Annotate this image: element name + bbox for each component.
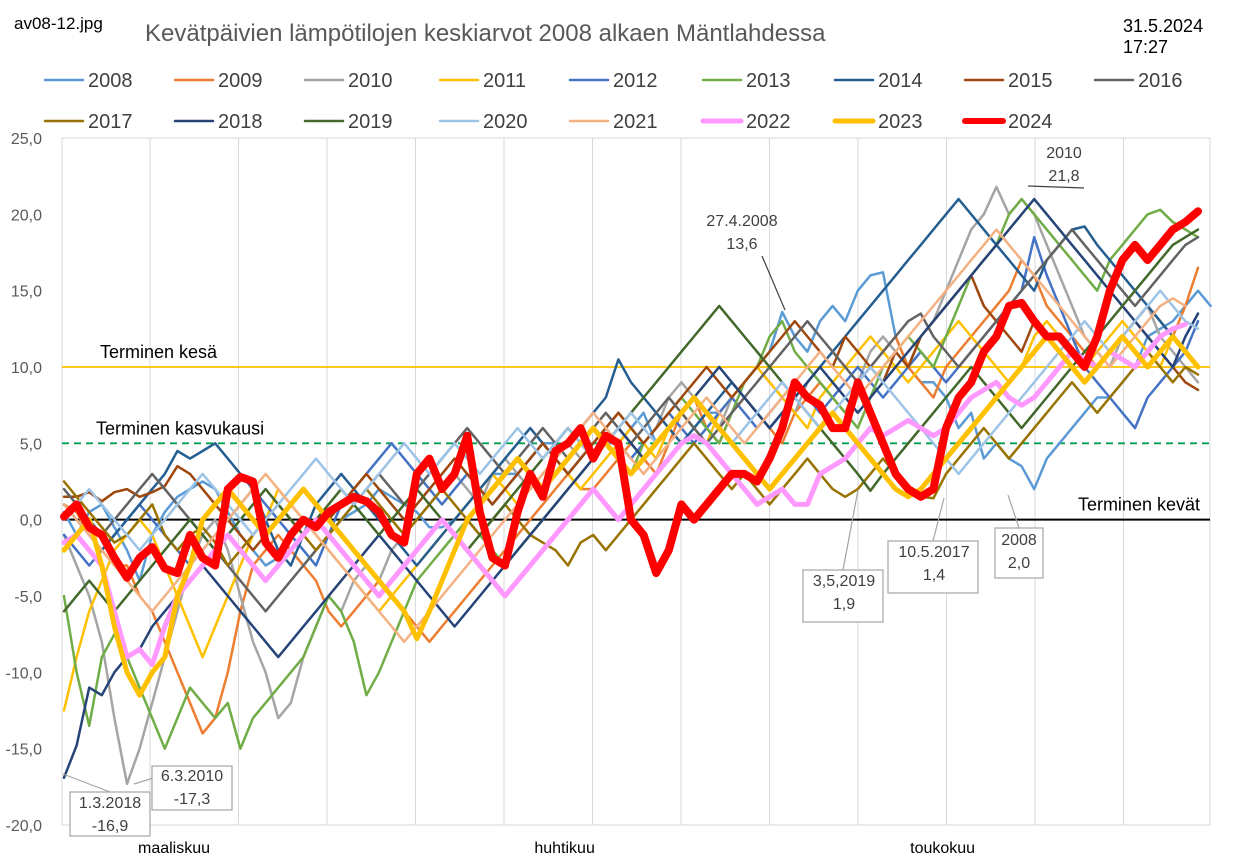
date-label: 31.5.2024 [1123,16,1204,36]
x-month-label: huhtikuu [534,840,595,857]
plot-area [61,137,1211,826]
legend-label-2012: 2012 [613,70,658,92]
chart-title: Kevätpäivien lämpötilojen keskiarvot 200… [145,20,826,47]
callout-box [802,569,884,623]
callout-leader [1007,494,1020,529]
x-month-label: maaliskuu [138,840,210,857]
callout-label: 21,8 [1048,168,1079,185]
callout-leader [842,489,859,571]
callout-box [69,791,151,837]
callout-label: 27.4.2008 [706,213,777,230]
reference-line-label: Terminen kasvukausi [96,418,264,438]
legend-label-2022: 2022 [746,111,791,133]
series-line-2018 [62,197,1200,779]
y-tick-label: -20,0 [6,818,43,835]
reference-line-label: Terminen kevät [1078,495,1200,515]
callout-label: 13,6 [726,236,757,253]
y-tick-label: -15,0 [6,742,43,759]
y-tick-label: -10,0 [6,665,43,682]
legend-label-2023: 2023 [878,111,923,133]
series-line-2015 [62,274,1200,552]
callout-label: 10.5.2017 [898,544,969,561]
callout-leader [1027,185,1085,189]
legend-label-2020: 2020 [483,111,528,133]
callout-box [887,540,979,594]
legend-label-2015: 2015 [1008,70,1053,92]
legend-label-2024: 2024 [1008,111,1053,133]
y-tick-label: -5,0 [14,589,42,606]
legend-label-2008: 2008 [88,70,133,92]
legend-label-2011: 2011 [483,70,526,92]
callout-leader [62,773,111,793]
y-tick-label: 25,0 [11,131,42,148]
legend-label-2018: 2018 [218,111,263,133]
callout-leader [761,255,786,311]
y-tick-label: 10,0 [11,360,42,377]
y-tick-label: 5,0 [20,436,42,453]
series-line-2024 [60,207,1202,582]
legend-label-2010: 2010 [348,70,393,92]
callout-label: 6.3.2010 [161,768,223,785]
series-line-2021 [62,228,1187,644]
file-name-label: av08-12.jpg [14,14,103,33]
series-line-2020 [62,289,1200,552]
callout-label: -17,3 [174,791,211,808]
legend-label-2017: 2017 [88,111,133,133]
reference-line-label: Terminen kesä [100,342,218,362]
callout-label: 1,4 [923,567,945,584]
legend-label-2016: 2016 [1138,70,1183,92]
legend-label-2021: 2021 [613,111,658,133]
y-tick-label: 20,0 [11,207,42,224]
legend-label-2009: 2009 [218,70,263,92]
time-label: 17:27 [1123,37,1169,57]
y-tick-label: 15,0 [11,284,42,301]
callout-label: 1,9 [833,596,855,613]
series-line-2022 [61,321,1188,668]
callout-label: 1.3.2018 [79,795,141,812]
callout-label: 2008 [1001,532,1037,549]
callout-box [994,527,1044,579]
legend-label-2019: 2019 [348,111,393,133]
x-month-label: toukokuu [910,840,975,857]
legend-label-2013: 2013 [746,70,791,92]
callout-box [151,765,233,811]
callout-label: 2,0 [1008,555,1030,572]
series-line-2023 [61,334,1201,698]
y-tick-label: 0,0 [20,513,42,530]
callout-leader [932,497,945,542]
callout-label: 2010 [1046,145,1082,162]
callout-label: 3,5,2019 [813,573,875,590]
legend-label-2014: 2014 [878,70,923,92]
callout-label: -16,9 [92,818,129,835]
